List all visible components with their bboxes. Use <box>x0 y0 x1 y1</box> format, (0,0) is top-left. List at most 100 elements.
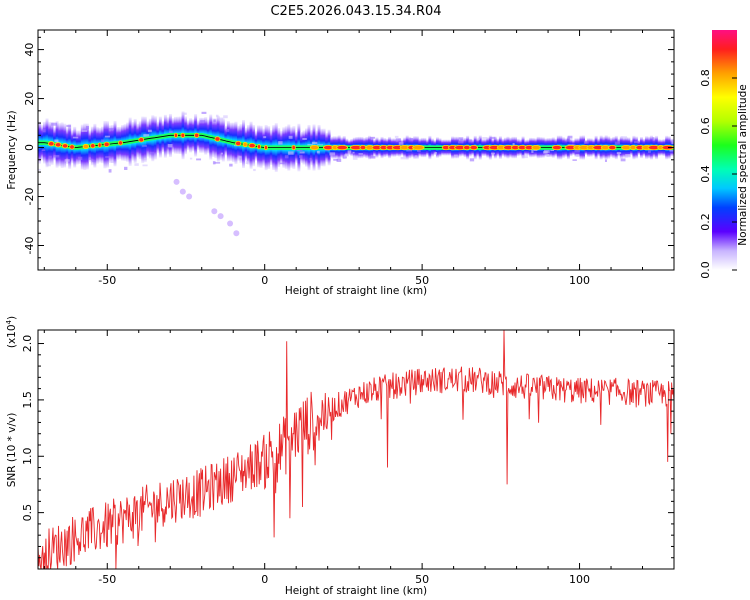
secondary-component-point <box>217 213 224 220</box>
spectral-speckle <box>400 156 406 160</box>
ridge-peak <box>97 142 102 148</box>
spectral-speckle <box>477 137 480 141</box>
spectral-speckle <box>336 158 342 162</box>
ridge-peak <box>608 144 617 151</box>
spectrogram-x-axis-label: Height of straight line (km) <box>285 285 427 297</box>
spectral-speckle <box>64 159 70 162</box>
spectral-speckle <box>278 141 283 145</box>
colorbar-label: Normalized spectral amplitude <box>737 84 749 245</box>
spectral-speckle <box>101 139 105 142</box>
spectral-speckle <box>108 169 112 173</box>
spectral-speckle <box>491 152 495 155</box>
ridge-peak <box>629 144 637 151</box>
spectral-speckle <box>223 115 228 119</box>
spectral-speckle <box>394 135 399 138</box>
spectral-speckle <box>86 125 89 130</box>
colorbar-tick-label: 0.0 <box>699 261 712 279</box>
spectral-speckle <box>88 158 92 160</box>
spectral-speckle <box>200 120 206 122</box>
ridge-peak <box>242 141 248 148</box>
secondary-component-point <box>227 220 234 227</box>
spectral-speckle <box>316 150 320 154</box>
colorbar-gradient <box>712 30 737 270</box>
spectral-speckle <box>565 139 571 142</box>
spectral-speckle <box>460 138 464 141</box>
spectral-speckle <box>189 157 193 160</box>
spectral-speckle <box>453 154 458 157</box>
spectral-speckle <box>108 128 115 131</box>
spectral-speckle <box>406 149 413 152</box>
snr-panel: -50 0 50 100 0.5 1.0 1.5 2.0 Height of straight… <box>5 316 675 597</box>
ridge-peak <box>103 141 110 147</box>
spectral-speckle <box>143 134 150 137</box>
spectral-speckle <box>333 159 338 161</box>
spectral-speckle <box>143 157 147 161</box>
spectral-speckle <box>546 154 550 157</box>
snr-plot-area <box>38 330 674 569</box>
spectral-speckle <box>625 154 631 158</box>
ridge-peak <box>291 144 296 151</box>
spectral-speckle <box>358 153 363 155</box>
spectral-speckle <box>77 156 83 161</box>
secondary-component-point <box>233 230 240 237</box>
snr-series-line <box>38 330 674 569</box>
y-tick-label: 1.5 <box>21 391 34 409</box>
ridge-peak <box>118 140 123 146</box>
spectral-speckle <box>41 149 46 152</box>
spectral-speckle <box>214 162 221 164</box>
ridge-peak <box>173 132 178 138</box>
spectral-speckle <box>225 128 230 132</box>
spectral-speckle <box>48 155 52 159</box>
spectral-speckle <box>253 168 256 172</box>
spectral-speckle <box>457 140 464 144</box>
spectral-speckle <box>409 138 414 142</box>
spectral-speckle <box>54 139 59 143</box>
spectrogram-plot-area <box>38 111 674 237</box>
spectral-speckle <box>46 164 51 167</box>
colorbar-tick-label: 0.8 <box>699 69 712 87</box>
x-tick-label: 100 <box>569 573 590 586</box>
x-tick-label: 0 <box>261 274 268 287</box>
spectral-speckle <box>105 156 111 158</box>
ridge-peak <box>248 142 256 149</box>
ridge-peak <box>214 136 221 142</box>
spectral-speckle <box>469 158 475 162</box>
ridge-peak <box>61 143 69 149</box>
spectral-speckle <box>263 136 267 139</box>
spectral-speckle <box>142 145 147 147</box>
spectral-speckle <box>42 129 46 133</box>
secondary-component-point <box>211 208 218 215</box>
y-tick-label: 1.0 <box>21 448 34 466</box>
spectral-speckle <box>647 150 651 153</box>
ridge-peak <box>621 144 632 151</box>
spectral-speckle <box>369 155 376 159</box>
spectral-speckle <box>434 151 438 155</box>
ridge-peak <box>531 144 541 151</box>
spectral-speckle <box>298 155 303 158</box>
spectral-speckle <box>343 154 346 158</box>
spectral-speckle <box>299 151 305 154</box>
ridge-peak <box>263 144 268 151</box>
spectral-speckle <box>512 142 515 146</box>
snr-ticks: -50 0 50 100 0.5 1.0 1.5 2.0 <box>21 330 675 586</box>
y-tick-label: 20 <box>23 92 36 106</box>
spectral-speckle <box>81 130 88 132</box>
spectral-speckle <box>38 168 41 171</box>
ridge-peak <box>180 132 186 138</box>
x-tick-label: -50 <box>98 573 116 586</box>
spectral-speckle <box>212 161 216 165</box>
spectral-speckle <box>544 149 550 153</box>
spectral-speckle <box>522 154 528 159</box>
y-tick-label: -20 <box>23 188 36 206</box>
spectral-speckle <box>149 151 155 155</box>
ridge-peak <box>69 144 75 150</box>
spectral-speckle <box>169 130 173 134</box>
spectrogram-frame <box>37 29 675 271</box>
spectral-speckle <box>302 138 307 140</box>
y-tick-label: -40 <box>23 237 36 255</box>
spectral-speckle <box>46 162 50 166</box>
spectral-speckle <box>307 144 313 147</box>
spectral-speckle <box>614 141 620 145</box>
colorbar-tick-label: 0.2 <box>699 213 712 231</box>
